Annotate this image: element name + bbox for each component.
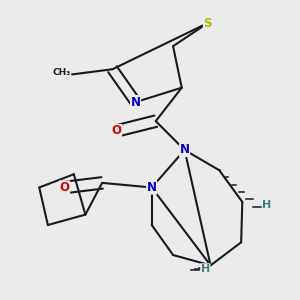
Text: N: N [130,96,141,109]
Text: S: S [203,16,212,30]
Text: CH₃: CH₃ [52,68,71,76]
Text: N: N [147,181,157,194]
Text: H: H [262,200,272,210]
Text: N: N [180,143,190,157]
Text: O: O [112,124,122,137]
Text: H: H [201,264,210,274]
Text: O: O [60,181,70,194]
